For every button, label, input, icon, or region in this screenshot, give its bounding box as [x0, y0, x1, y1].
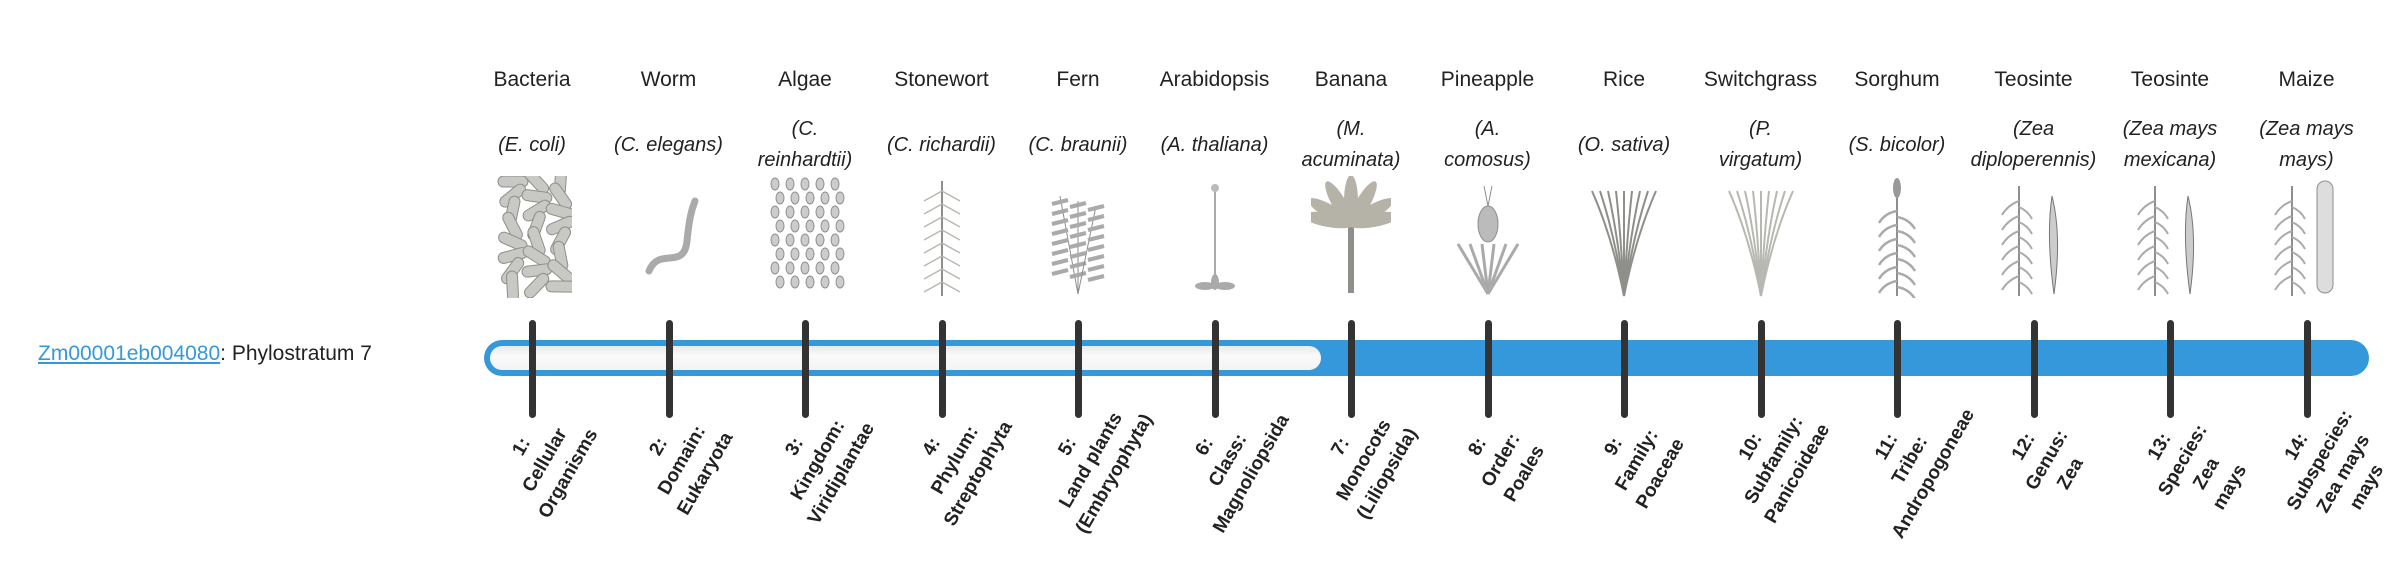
phylostratum-text: Phylostratum 7	[226, 342, 372, 365]
arabidopsis-icon	[1175, 176, 1255, 298]
rice-icon	[1584, 176, 1664, 298]
stratum-label: 11:Tribe:Andropogoneae	[1825, 353, 1995, 567]
stratum-label: 8:Order:Poales	[1416, 353, 1586, 567]
organism-name: Maize	[2217, 68, 2397, 92]
bar-unfilled-region	[490, 346, 1321, 370]
stratum-label: 9:Family:Poaceae	[1552, 353, 1722, 567]
gene-id-link[interactable]: Zm00001eb004080	[38, 342, 220, 365]
switchgrass-icon	[1721, 176, 1801, 298]
gene-phylostratum-label: Zm00001eb004080: Phylostratum 7	[38, 342, 372, 366]
bacteria-icon	[492, 176, 572, 298]
stratum-label: 6:Class:Magnoliopsida	[1143, 353, 1313, 567]
banana-icon	[1311, 176, 1391, 298]
teosinte-icon	[1994, 176, 2074, 298]
maize-icon	[2267, 176, 2347, 298]
teosinte-icon	[2130, 176, 2210, 298]
stratum-label: 10:Subfamily:Panicoideae	[1689, 353, 1859, 567]
stratum-label: 2:Domain:Eukaryota	[597, 353, 767, 567]
algae-icon	[765, 176, 845, 298]
stratum-label: 7:Monocots(Liliopsida)	[1279, 353, 1449, 567]
stratum-label: 3:Kingdom:Viridiplantae	[733, 353, 903, 567]
species-line: mays)	[2217, 145, 2397, 176]
stratum-label: 12:Genus:Zea	[1962, 353, 2132, 567]
stratum-label: 4:Phylum:Streptophyta	[870, 353, 1040, 567]
worm-icon	[629, 176, 709, 298]
pineapple-icon	[1448, 176, 1528, 298]
species-line: (Zea mays	[2217, 114, 2397, 145]
fern-icon	[1038, 176, 1118, 298]
sorghum-icon	[1857, 176, 1937, 298]
stratum-label: 5:Land plants(Embryophyta)	[1006, 353, 1176, 567]
stonewort-icon	[902, 176, 982, 298]
